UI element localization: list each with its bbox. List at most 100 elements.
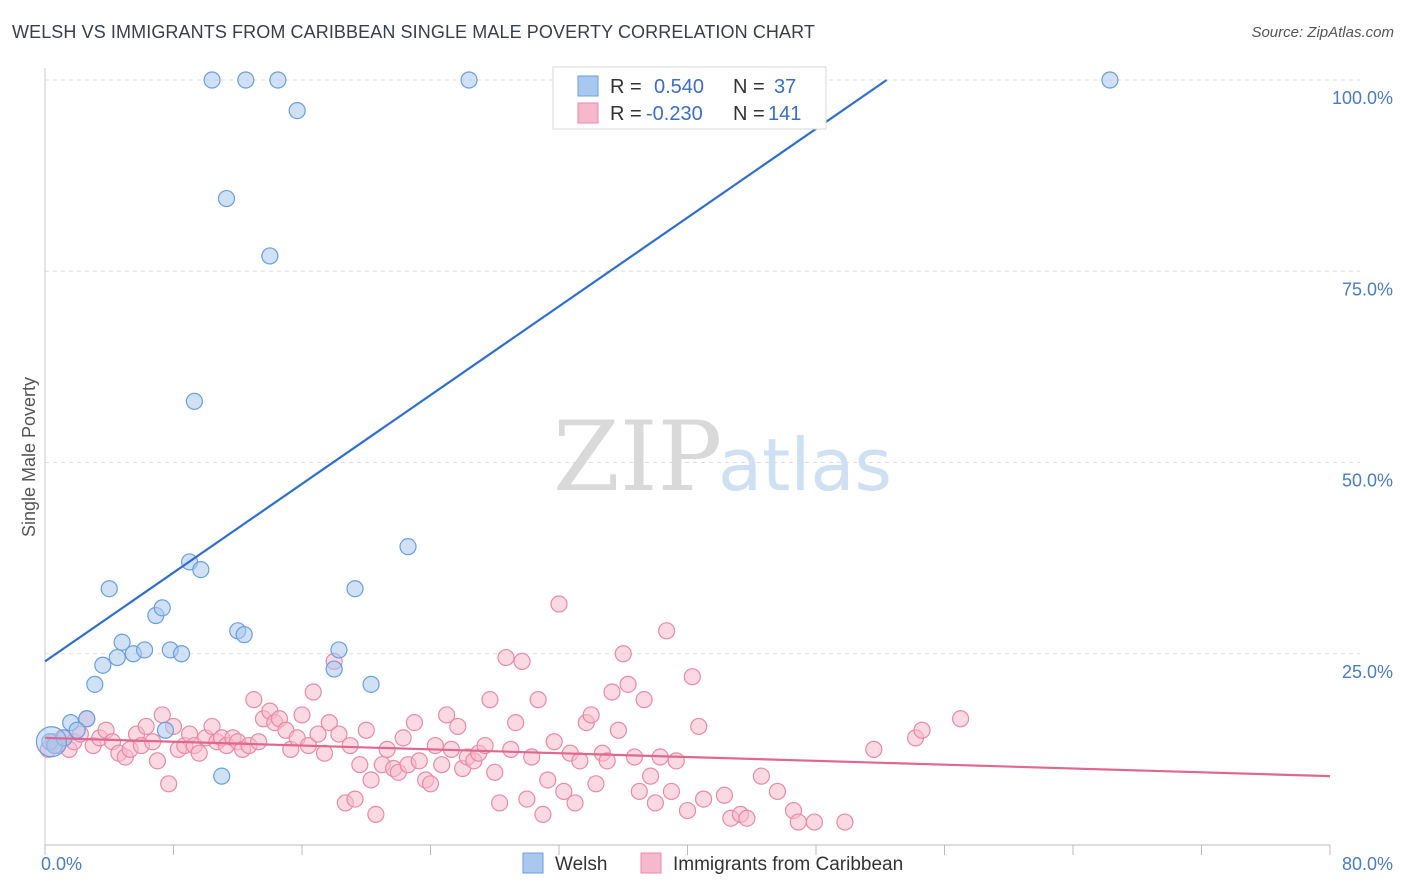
data-point [513,652,531,671]
data-point [325,660,343,678]
data-point [667,752,685,770]
legend-r-value-welsh: 0.540 [654,76,704,98]
data-point [460,71,478,89]
data-point [738,809,756,827]
data-point [545,733,563,751]
data-point [481,691,499,709]
data-point [35,726,68,758]
data-point [203,71,221,89]
watermark-atlas: atlas [718,423,892,507]
data-point [690,717,708,736]
data-point [190,744,208,762]
legend-n-value-caribbean: 141 [768,103,801,125]
grid-lines [45,79,1360,655]
data-point [137,717,155,736]
y-tick-label: 50.0% [1342,471,1393,491]
data-point [507,713,525,732]
data-point [346,790,364,808]
data-point [694,790,713,808]
data-point [160,775,178,793]
y-tick-label: 75.0% [1342,279,1393,299]
chart-title: WELSH VS IMMIGRANTS FROM CARIBBEAN SINGL… [12,22,816,42]
data-point [529,691,547,709]
data-point [571,752,589,770]
y-tick-label: 25.0% [1342,662,1393,682]
bottom-legend-swatch-welsh [522,852,544,874]
legend-n-label-welsh: N = [733,76,765,98]
data-point [555,782,573,801]
data-point [715,786,734,804]
x-tick-label: 0.0% [41,854,82,874]
data-point [678,801,697,820]
data-point [805,813,823,831]
data-point [405,713,424,732]
data-point [362,675,380,693]
data-point [865,740,883,758]
data-point [156,721,175,739]
data-point [235,626,253,644]
data-point [113,633,131,651]
data-point [261,247,279,265]
data-point [625,748,644,766]
data-point [490,794,509,812]
data-point [951,710,970,728]
x-tick-label: 80.0% [1342,854,1393,874]
data-point [486,763,504,781]
data-point [534,805,552,824]
data-point [550,595,568,613]
data-point [630,782,648,801]
bottom-legend-label-welsh: Welsh [555,854,607,875]
data-point [539,771,557,789]
data-point [658,622,676,640]
data-point [476,736,494,755]
axes: 25.0% 50.0% 75.0% 100.0% 0.0% 80.0% [41,68,1393,874]
data-point [378,740,396,758]
data-point [346,580,364,598]
data-point [609,721,628,739]
data-point [752,767,770,785]
data-point [646,794,664,812]
data-point [399,538,417,556]
data-point [357,721,375,739]
data-point [635,691,653,709]
data-point [913,721,931,739]
data-point [362,771,380,789]
data-point [135,641,154,659]
legend-n-value-welsh: 37 [774,76,796,98]
data-points [35,71,1119,831]
data-point [603,683,621,701]
data-point [587,775,605,793]
legend-swatch-caribbean [577,102,599,124]
data-point [566,794,584,812]
legend: R = 0.540 N = 37 R = -0.230 N = 141 [552,66,827,130]
trend-line [44,736,1331,778]
data-point [320,713,338,732]
data-point [351,756,369,774]
data-point [269,71,287,89]
data-point [68,721,86,739]
data-point [330,725,348,743]
data-point [394,729,412,747]
y-tick-label: 100.0% [1332,88,1393,108]
data-point [433,756,451,774]
data-point [192,560,210,579]
watermark-zip: ZIP [553,401,722,513]
legend-swatch-welsh [577,75,599,97]
data-point [683,668,701,686]
data-point [293,706,311,724]
data-point [1101,71,1119,89]
data-point [288,101,306,120]
data-point [86,675,104,693]
data-point [172,645,191,663]
data-point [437,706,456,724]
legend-r-label-caribbean: R = [610,103,642,125]
data-point [662,782,681,801]
data-point [250,733,268,751]
data-point [768,782,787,801]
data-point [304,683,322,701]
data-point [315,744,334,762]
data-point [449,717,467,736]
legend-n-label-caribbean: N = [733,103,765,125]
data-point [217,189,236,208]
